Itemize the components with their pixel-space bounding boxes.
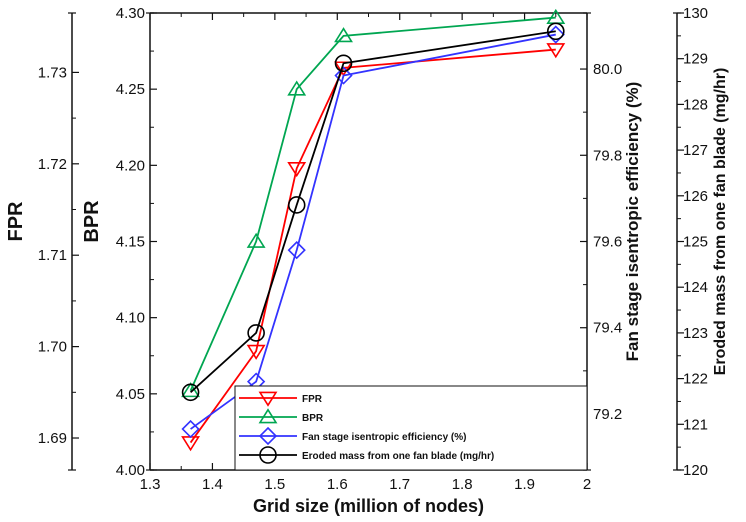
- mass-tick-label: 127: [683, 142, 708, 159]
- fpr-tick-label: 1.71: [38, 247, 67, 264]
- marker-triangle-up: [287, 80, 307, 96]
- mass-tick-label: 121: [683, 416, 708, 433]
- legend-label: Eroded mass from one fan blade (mg/hr): [302, 451, 494, 462]
- bpr-tick-label: 4.20: [116, 157, 145, 174]
- fpr-tick-label: 1.69: [38, 430, 67, 447]
- mass-tick-label: 130: [683, 5, 708, 22]
- marker-circle: [287, 196, 306, 214]
- series-bpr: [181, 8, 566, 398]
- marker-triangle-down: [258, 391, 278, 407]
- legend-label: Fan stage isentropic efficiency (%): [302, 432, 467, 443]
- marker-triangle-down: [246, 344, 266, 360]
- mass-tick-label: 125: [683, 234, 708, 251]
- series-line-mass: [189, 30, 556, 393]
- x-tick-label: 1.5: [264, 476, 285, 493]
- x-tick-label: 1.8: [452, 476, 473, 493]
- x-axis-title: Grid size (million of nodes): [253, 496, 484, 516]
- marker-circle: [259, 446, 277, 464]
- marker-circle: [546, 22, 565, 41]
- bpr-tick-label: 4.25: [116, 81, 145, 98]
- mass-tick-label: 128: [683, 96, 708, 113]
- mass-tick-label: 122: [683, 371, 708, 388]
- eff-axis-title: Fan stage isentropic efficiency (%): [623, 82, 642, 362]
- marker-circle: [247, 324, 265, 342]
- fpr-tick-label: 1.72: [38, 156, 67, 173]
- legend-item-bpr: BPR: [239, 408, 324, 424]
- marker-triangle-down: [334, 61, 353, 77]
- marker-diamond: [181, 419, 200, 439]
- x-tick-label: 2: [583, 476, 591, 493]
- legend-item-fpr: FPR: [239, 391, 323, 407]
- marker-triangle-up: [246, 232, 266, 248]
- eff-tick-label: 79.4: [593, 320, 622, 337]
- fpr-tick-label: 1.73: [38, 64, 67, 81]
- x-tick-label: 1.3: [140, 476, 161, 493]
- marker-circle: [181, 383, 200, 402]
- mass-tick-label: 120: [683, 462, 708, 479]
- bpr-tick-label: 4.15: [116, 234, 145, 251]
- mass-tick-label: 123: [683, 325, 708, 342]
- legend-box: [234, 385, 588, 471]
- fpr-axis-title: FPR: [5, 201, 27, 242]
- marker-circle: [334, 54, 353, 73]
- bpr-tick-label: 4.05: [116, 386, 145, 403]
- axes-layer: 1.3 1.4 1.5 1.6 1.7 1.8 1.9 2 Grid size (million…: [5, 5, 729, 516]
- marker-triangle-up: [258, 408, 278, 424]
- marker-triangle-up: [181, 382, 201, 398]
- mass-tick-label: 126: [683, 188, 708, 205]
- x-tick-label: 1.4: [202, 476, 223, 493]
- x-tick-label: 1.7: [389, 476, 410, 493]
- bpr-tick-label: 4.00: [116, 462, 145, 479]
- marker-diamond: [258, 426, 278, 446]
- fpr-tick-label: 1.70: [38, 339, 67, 356]
- marker-triangle-down: [287, 161, 307, 178]
- bpr-axis-title: BPR: [81, 200, 103, 243]
- mass-axis-title: Eroded mass from one fan blade (mg/hr): [712, 68, 729, 376]
- legend-item-eff: Fan stage isentropic efficiency (%): [239, 426, 467, 446]
- legend-label: BPR: [302, 413, 324, 424]
- series-layer: [181, 8, 566, 452]
- eff-tick-label: 79.2: [593, 406, 622, 423]
- marker-triangle-up: [334, 27, 353, 43]
- marker-diamond: [287, 240, 306, 260]
- mass-tick-label: 129: [683, 51, 708, 68]
- legend: FPR BPR Fan stage isentropic efficiency (%…: [234, 385, 588, 471]
- eff-tick-label: 79.6: [593, 234, 622, 251]
- eff-tick-label: 79.8: [593, 147, 622, 164]
- marker-triangle-down: [546, 43, 566, 59]
- bpr-tick-label: 4.30: [116, 5, 145, 22]
- marker-diamond: [334, 66, 353, 85]
- bpr-tick-label: 4.10: [116, 310, 145, 327]
- mass-tick-label: 124: [683, 279, 708, 296]
- legend-item-mass: Eroded mass from one fan blade (mg/hr): [239, 446, 494, 464]
- x-tick-label: 1.6: [327, 476, 348, 493]
- x-tick-label: 1.9: [514, 476, 535, 493]
- series-line-bpr: [189, 16, 556, 392]
- eff-tick-label: 80.0: [593, 61, 622, 78]
- series-line-eff: [190, 33, 556, 430]
- series-mass: [181, 22, 565, 402]
- legend-label: FPR: [302, 394, 323, 405]
